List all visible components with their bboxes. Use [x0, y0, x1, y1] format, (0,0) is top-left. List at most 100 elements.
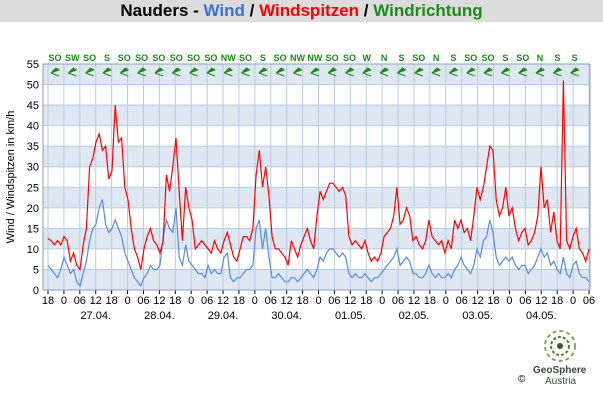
direction-label: SO [48, 53, 61, 63]
x-tick-label: 06 [74, 295, 86, 307]
title-direction: Windrichtung [373, 1, 483, 20]
grid-band [43, 248, 590, 270]
wind-direction-arrow [431, 67, 442, 77]
grid-band [43, 146, 590, 167]
copyright-symbol: © [518, 374, 526, 385]
brand-sub: Austria [545, 376, 577, 387]
y-tick-label: 25 [27, 182, 39, 194]
title-location: Nauders [120, 1, 189, 20]
x-tick-label: 0 [61, 295, 67, 307]
x-date-label: 29.04. [208, 310, 239, 322]
direction-label: SO [135, 53, 148, 63]
direction-label: N [433, 53, 440, 63]
x-date-label: 28.04. [144, 310, 175, 322]
geosphere-logo [528, 328, 588, 388]
x-tick-label: 06 [328, 295, 340, 307]
x-tick-label: 18 [169, 295, 181, 307]
direction-label: SO [412, 53, 425, 63]
chart-title: Nauders - Wind / Windspitzen / Windricht… [0, 0, 603, 22]
x-date-label: 01.05. [335, 310, 366, 322]
direction-label: SO [464, 53, 477, 63]
direction-label: SO [187, 53, 200, 63]
x-tick-label: 0 [570, 295, 576, 307]
wind-direction-arrow [570, 67, 580, 77]
direction-label: SO [343, 53, 356, 63]
x-tick-label: 06 [392, 295, 404, 307]
wind-direction-arrow [154, 67, 165, 77]
x-tick-label: 12 [344, 295, 356, 307]
x-tick-label: 12 [217, 295, 229, 307]
direction-label: S [260, 53, 266, 63]
direction-label: S [502, 53, 508, 63]
x-tick-label: 12 [153, 295, 165, 307]
series-line-wind [47, 199, 590, 288]
x-tick-label: 06 [583, 295, 595, 307]
y-tick-label: 35 [27, 141, 39, 153]
wind-direction-arrow [102, 67, 113, 77]
x-date-label: 30.04. [271, 310, 302, 322]
direction-label: SO [118, 53, 131, 63]
wind-direction-arrow [327, 67, 338, 77]
direction-label: N [537, 53, 544, 63]
plot-frame [42, 63, 591, 291]
x-tick-label: 0 [252, 295, 258, 307]
x-tick-label: 12 [408, 295, 420, 307]
grid-band [43, 125, 590, 147]
y-tick-label: 50 [27, 80, 39, 92]
y-tick-label: 45 [27, 100, 39, 112]
x-tick-label: 12 [535, 295, 547, 307]
x-tick-label: 12 [90, 295, 102, 307]
x-date-label: 02.05. [399, 310, 430, 322]
wind-direction-arrow [397, 67, 407, 77]
direction-label: SO [170, 53, 183, 63]
x-tick-label: 06 [456, 295, 468, 307]
direction-label: SW [65, 53, 80, 63]
wind-direction-arrow [449, 67, 459, 77]
direction-label: SO [204, 53, 217, 63]
direction-label: SO [274, 53, 287, 63]
direction-label: SO [326, 53, 339, 63]
series-line-windspitzen [47, 80, 590, 272]
direction-label: S [104, 53, 110, 63]
grid-band [43, 228, 590, 249]
x-tick-label: 0 [379, 295, 385, 307]
wind-direction-arrow [483, 67, 494, 77]
x-tick-label: 18 [360, 295, 372, 307]
direction-label: S [398, 53, 404, 63]
x-tick-label: 06 [201, 295, 213, 307]
title-gusts: Windspitzen [259, 1, 360, 20]
x-tick-label: 18 [551, 295, 563, 307]
wind-direction-arrow [379, 67, 390, 77]
y-tick-label: 0 [33, 285, 39, 297]
direction-label: NW [307, 53, 322, 63]
wind-direction-arrow [189, 67, 199, 77]
wind-direction-arrow [466, 67, 476, 77]
wind-direction-arrow [206, 67, 216, 77]
x-tick-label: 0 [124, 295, 130, 307]
wind-direction-arrow [171, 67, 182, 77]
y-tick-label: 15 [27, 223, 39, 235]
title-sep-2: / [244, 1, 260, 20]
x-date-label: 03.05. [462, 310, 493, 322]
direction-label: NW [221, 53, 236, 63]
wind-direction-arrow [223, 67, 234, 77]
x-tick-label: 06 [137, 295, 149, 307]
wind-direction-arrow [362, 67, 372, 77]
y-tick-label: 30 [27, 162, 39, 174]
wind-direction-arrow [241, 67, 251, 77]
wind-direction-arrow [553, 67, 563, 77]
wind-direction-arrow [119, 67, 130, 77]
wind-direction-arrow [310, 67, 320, 77]
geosphere-logo-icon [544, 330, 576, 362]
x-tick-label: 18 [42, 295, 54, 307]
wind-direction-arrow [50, 67, 61, 77]
x-tick-label: 18 [487, 295, 499, 307]
wind-direction-arrow [414, 67, 424, 77]
direction-label: SO [239, 53, 252, 63]
direction-label: W [363, 53, 372, 63]
direction-label: N [381, 53, 388, 63]
x-tick-label: 0 [188, 295, 194, 307]
x-tick-label: 06 [265, 295, 277, 307]
direction-label: S [450, 53, 456, 63]
x-date-label: 04.05. [526, 310, 557, 322]
